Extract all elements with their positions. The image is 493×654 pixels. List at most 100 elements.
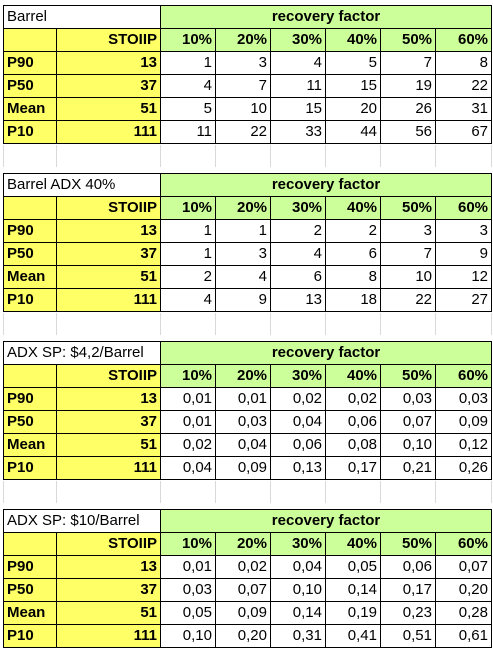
value-cell[interactable]: 0,14 bbox=[325, 578, 381, 602]
value-cell[interactable]: 11 bbox=[160, 120, 217, 144]
value-cell[interactable]: 0,23 bbox=[380, 601, 436, 625]
recovery-factor-header[interactable]: recovery factor bbox=[160, 5, 493, 29]
value-cell[interactable]: 7 bbox=[380, 242, 437, 266]
value-cell[interactable]: 0,31 bbox=[270, 624, 326, 648]
value-cell[interactable]: 0,02 bbox=[325, 387, 382, 411]
value-cell[interactable]: 22 bbox=[215, 120, 272, 144]
percent-header[interactable]: 50% bbox=[380, 364, 437, 388]
value-cell[interactable]: 0,06 bbox=[270, 433, 327, 457]
percent-header[interactable]: 30% bbox=[270, 28, 327, 52]
value-cell[interactable]: 18 bbox=[325, 288, 382, 312]
stoiip-header[interactable]: STOIIP bbox=[55, 196, 162, 220]
value-cell[interactable]: 3 bbox=[215, 242, 272, 266]
value-cell[interactable]: 4 bbox=[160, 288, 217, 312]
row-label[interactable]: P50 bbox=[3, 74, 57, 98]
percent-header[interactable]: 20% bbox=[215, 532, 271, 556]
value-cell[interactable]: 6 bbox=[270, 265, 327, 289]
value-cell[interactable]: 33 bbox=[270, 120, 327, 144]
recovery-factor-header[interactable]: recovery factor bbox=[160, 341, 493, 365]
value-cell[interactable]: 3 bbox=[215, 51, 272, 75]
value-cell[interactable]: 0,10 bbox=[380, 433, 437, 457]
stoiip-value[interactable]: 111 bbox=[56, 624, 161, 648]
value-cell[interactable]: 0,01 bbox=[160, 410, 217, 434]
percent-header[interactable]: 10% bbox=[160, 196, 217, 220]
value-cell[interactable]: 9 bbox=[435, 242, 493, 266]
percent-header[interactable]: 20% bbox=[215, 196, 272, 220]
row-label[interactable]: P90 bbox=[3, 51, 57, 75]
value-cell[interactable]: 22 bbox=[380, 288, 437, 312]
value-cell[interactable]: 3 bbox=[380, 219, 437, 243]
percent-header[interactable]: 40% bbox=[325, 28, 382, 52]
percent-header[interactable]: 10% bbox=[160, 364, 217, 388]
table-title-cell[interactable]: Barrel bbox=[2, 5, 162, 29]
value-cell[interactable]: 15 bbox=[270, 97, 327, 121]
value-cell[interactable]: 0,20 bbox=[435, 578, 492, 602]
value-cell[interactable]: 0,12 bbox=[435, 433, 493, 457]
value-cell[interactable]: 0,02 bbox=[215, 555, 271, 579]
row-label[interactable]: P50 bbox=[3, 242, 57, 266]
stoiip-value[interactable]: 51 bbox=[55, 433, 162, 457]
value-cell[interactable]: 0,41 bbox=[325, 624, 381, 648]
percent-header[interactable]: 20% bbox=[215, 28, 272, 52]
value-cell[interactable]: 0,06 bbox=[380, 555, 436, 579]
value-cell[interactable]: 0,09 bbox=[215, 456, 272, 480]
stoiip-value[interactable]: 13 bbox=[55, 51, 162, 75]
row-label[interactable]: P90 bbox=[3, 387, 57, 411]
percent-header[interactable]: 10% bbox=[160, 532, 216, 556]
row-label[interactable]: P10 bbox=[3, 456, 57, 480]
value-cell[interactable]: 8 bbox=[325, 265, 382, 289]
value-cell[interactable]: 1 bbox=[160, 242, 217, 266]
empty-header-cell[interactable] bbox=[3, 532, 57, 556]
value-cell[interactable]: 0,61 bbox=[435, 624, 492, 648]
row-label[interactable]: P90 bbox=[3, 555, 57, 579]
value-cell[interactable]: 0,04 bbox=[215, 433, 272, 457]
value-cell[interactable]: 0,06 bbox=[325, 410, 382, 434]
value-cell[interactable]: 3 bbox=[435, 219, 493, 243]
value-cell[interactable]: 0,04 bbox=[160, 456, 217, 480]
value-cell[interactable]: 0,17 bbox=[380, 578, 436, 602]
value-cell[interactable]: 19 bbox=[380, 74, 437, 98]
value-cell[interactable]: 0,01 bbox=[215, 387, 272, 411]
percent-header[interactable]: 40% bbox=[325, 364, 382, 388]
stoiip-value[interactable]: 111 bbox=[55, 456, 162, 480]
value-cell[interactable]: 5 bbox=[325, 51, 382, 75]
value-cell[interactable]: 0,09 bbox=[435, 410, 493, 434]
value-cell[interactable]: 8 bbox=[435, 51, 493, 75]
recovery-factor-header[interactable]: recovery factor bbox=[160, 173, 493, 197]
value-cell[interactable]: 4 bbox=[270, 242, 327, 266]
percent-header[interactable]: 60% bbox=[435, 364, 493, 388]
value-cell[interactable]: 56 bbox=[380, 120, 437, 144]
value-cell[interactable]: 12 bbox=[435, 265, 493, 289]
value-cell[interactable]: 0,01 bbox=[160, 555, 216, 579]
stoiip-value[interactable]: 37 bbox=[55, 242, 162, 266]
value-cell[interactable]: 20 bbox=[325, 97, 382, 121]
stoiip-header[interactable]: STOIIP bbox=[55, 364, 162, 388]
stoiip-value[interactable]: 51 bbox=[55, 265, 162, 289]
row-label[interactable]: Mean bbox=[3, 97, 57, 121]
value-cell[interactable]: 0,02 bbox=[270, 387, 327, 411]
percent-header[interactable]: 50% bbox=[380, 196, 437, 220]
value-cell[interactable]: 0,26 bbox=[435, 456, 493, 480]
value-cell[interactable]: 0,07 bbox=[380, 410, 437, 434]
value-cell[interactable]: 0,51 bbox=[380, 624, 436, 648]
value-cell[interactable]: 1 bbox=[160, 51, 217, 75]
value-cell[interactable]: 0,10 bbox=[270, 578, 326, 602]
value-cell[interactable]: 0,05 bbox=[160, 601, 216, 625]
value-cell[interactable]: 0,04 bbox=[270, 555, 326, 579]
value-cell[interactable]: 0,09 bbox=[215, 601, 271, 625]
percent-header[interactable]: 20% bbox=[215, 364, 272, 388]
value-cell[interactable]: 0,28 bbox=[435, 601, 492, 625]
value-cell[interactable]: 9 bbox=[215, 288, 272, 312]
value-cell[interactable]: 0,05 bbox=[325, 555, 381, 579]
value-cell[interactable]: 2 bbox=[160, 265, 217, 289]
value-cell[interactable]: 15 bbox=[325, 74, 382, 98]
stoiip-value[interactable]: 51 bbox=[56, 601, 161, 625]
row-label[interactable]: P50 bbox=[3, 410, 57, 434]
value-cell[interactable]: 0,08 bbox=[325, 433, 382, 457]
value-cell[interactable]: 10 bbox=[215, 97, 272, 121]
percent-header[interactable]: 50% bbox=[380, 28, 437, 52]
empty-header-cell[interactable] bbox=[3, 364, 57, 388]
percent-header[interactable]: 60% bbox=[435, 28, 493, 52]
row-label[interactable]: P50 bbox=[3, 578, 57, 602]
value-cell[interactable]: 2 bbox=[270, 219, 327, 243]
